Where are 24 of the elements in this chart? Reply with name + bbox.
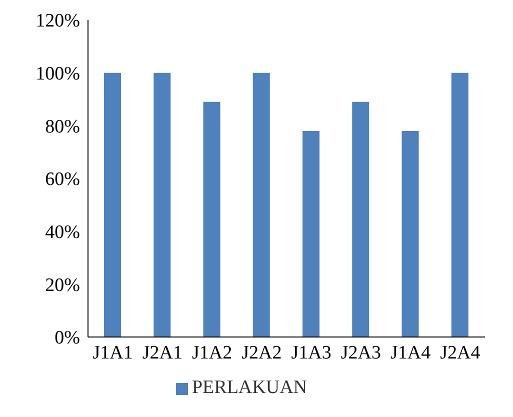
x-tick-label: J1A1: [92, 342, 133, 364]
y-tick-label: 40%: [45, 222, 80, 244]
bar: [402, 130, 419, 337]
bar: [302, 130, 320, 337]
bar: [154, 72, 171, 337]
x-tick-label: J1A3: [291, 342, 332, 364]
bar: [451, 72, 468, 337]
bar: [352, 102, 370, 337]
bar: [104, 72, 121, 337]
x-tick-label: J2A3: [340, 342, 381, 364]
y-tick-label: 100%: [36, 64, 80, 85]
x-tick-label: J1A4: [390, 342, 432, 364]
bar: [252, 72, 270, 337]
x-tick-label: J2A2: [242, 342, 282, 364]
y-tick-label: 20%: [45, 274, 80, 296]
x-tick-label: J2A4: [440, 342, 481, 364]
legend-label: PERLAKUAN: [192, 377, 308, 398]
y-tick-label: 120%: [36, 10, 80, 32]
y-tick-label: 0%: [54, 328, 80, 349]
x-tick-label: J2A1: [142, 342, 182, 364]
y-tick-label: 60%: [45, 169, 80, 190]
x-tick-label: J1A2: [192, 342, 232, 364]
bar: [203, 102, 220, 337]
y-tick-label: 80%: [45, 116, 80, 138]
